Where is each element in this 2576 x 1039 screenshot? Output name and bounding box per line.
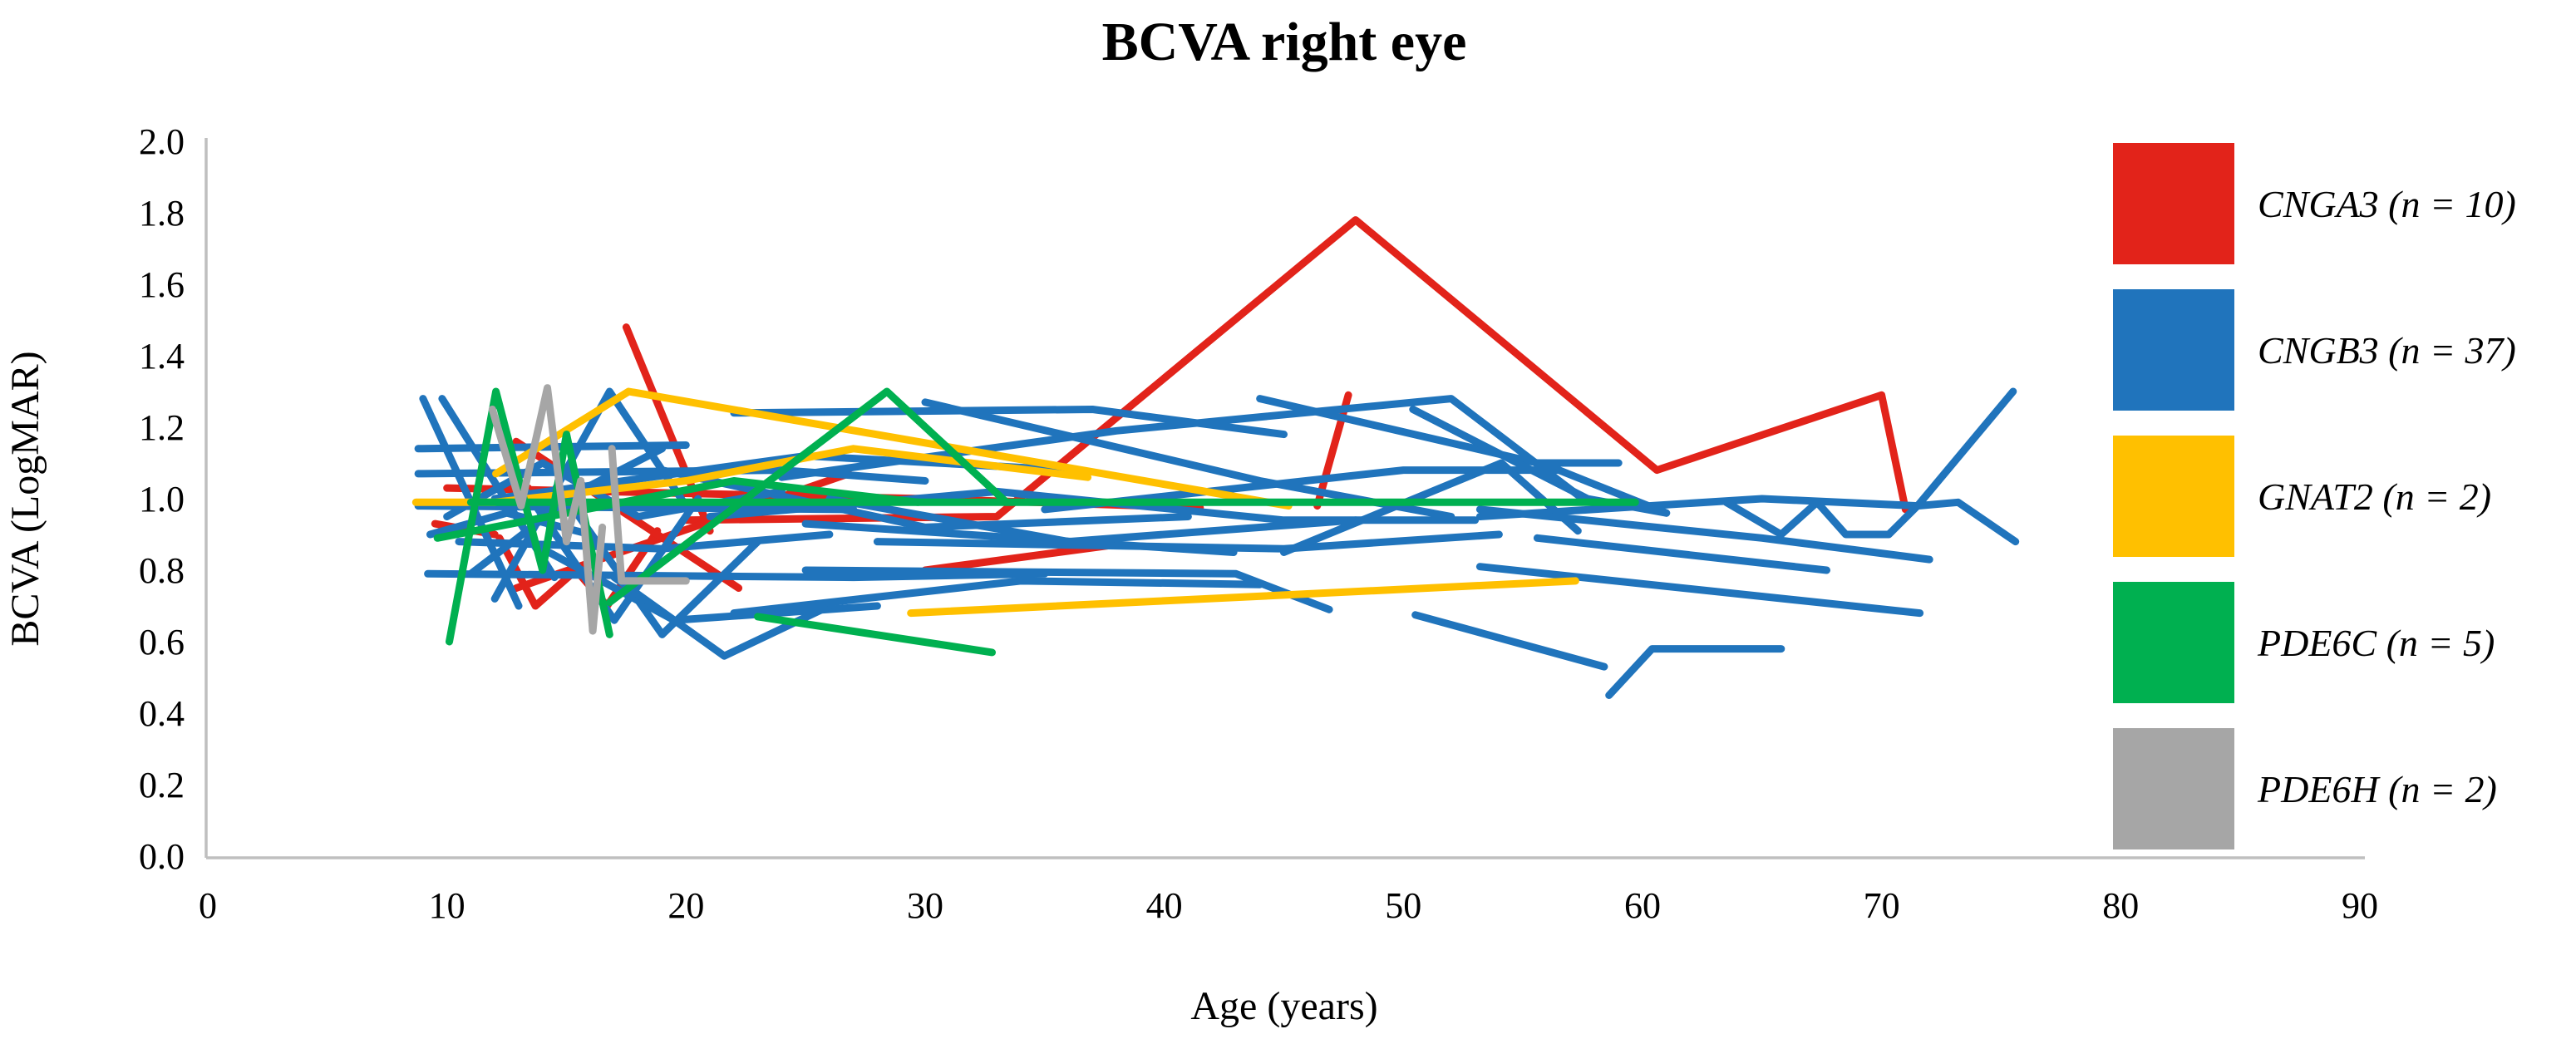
x-tick-label: 30 [907,885,943,926]
legend-item-pde6h: PDE6H (n = 2) [2113,728,2497,849]
patient-line-cngb3 [825,495,1360,546]
legend-swatch-cngb3 [2113,289,2234,411]
patient-line-pde6c [433,477,922,542]
y-tick-label: 1.4 [139,336,185,377]
patient-line-pde6c [754,613,996,657]
x-tick-label: 20 [667,885,704,926]
x-tick-label: 50 [1385,885,1421,926]
y-tick-label: 2.0 [139,121,185,162]
x-tick-label: 10 [429,885,465,926]
patient-line-pde6h [608,445,690,585]
legend-item-cnga3: CNGA3 (n = 10) [2113,143,2516,264]
patient-line-cngb3 [1475,563,1924,618]
y-tick-label: 0.6 [139,622,185,662]
legend-label-pde6c: PDE6C (n = 5) [2257,622,2495,664]
series-lines [411,216,2020,699]
patient-line-cngb3 [730,406,1288,439]
chart-title: BCVA right eye [1102,12,1467,72]
y-tick-label: 0.2 [139,765,185,805]
patient-line-cngb3 [1256,395,1623,467]
x-tick-label: 90 [2342,885,2378,926]
patient-line-cngb3 [1475,387,2017,520]
patient-line-pde6c [605,387,1011,607]
patient-line-cnga3 [921,541,1116,574]
patient-line-cngb3 [1475,505,1933,564]
legend-label-gnat2: GNAT2 (n = 2) [2258,475,2491,518]
x-tick-label: 60 [1624,885,1661,926]
x-tick-labels: 0 10 20 30 40 50 60 70 80 90 [199,885,2378,926]
patient-line-cngb3 [1605,645,1785,699]
legend-item-pde6c: PDE6C (n = 5) [2113,582,2495,703]
y-tick-label: 0.8 [139,550,185,591]
series-cngb3 [414,387,2020,699]
x-tick-label: 70 [1864,885,1900,926]
patient-line-cnga3 [512,470,853,592]
y-tick-label: 1.8 [139,193,185,234]
x-axis-title: Age (years) [1190,984,1377,1028]
x-tick-label: 80 [2102,885,2139,926]
patient-line-cngb3 [730,577,1264,618]
x-tick-label: 0 [199,885,217,926]
legend-swatch-gnat2 [2113,436,2234,557]
y-tick-label: 1.2 [139,407,185,448]
y-tick-label: 0.0 [139,836,185,877]
series-pde6h [488,384,690,635]
patient-line-cnga3 [1313,391,1352,510]
y-tick-labels: 0.0 0.2 0.4 0.6 0.8 1.0 1.2 1.4 1.6 1.8 2.0 [139,121,185,877]
y-tick-label: 0.4 [139,693,185,734]
series-pde6c [433,387,1639,657]
y-axis-title: BCVA (LogMAR) [3,351,47,646]
x-tick-label: 40 [1146,885,1183,926]
legend-label-cngb3: CNGB3 (n = 37) [2258,329,2516,372]
legend-item-cngb3: CNGB3 (n = 37) [2113,289,2516,411]
patient-line-cngb3 [1533,534,1830,574]
y-tick-label: 1.6 [139,264,185,305]
legend-swatch-pde6c [2113,582,2234,703]
legend-label-pde6h: PDE6H (n = 2) [2257,768,2497,810]
patient-line-gnat2 [907,577,1579,618]
patient-line-gnat2 [492,387,1293,510]
y-tick-label: 1.0 [139,479,185,520]
legend-swatch-pde6h [2113,728,2234,849]
legend-item-gnat2: GNAT2 (n = 2) [2113,436,2491,557]
patient-line-cngb3 [1411,611,1608,671]
legend: CNGA3 (n = 10) CNGB3 (n = 37) GNAT2 (n = 2… [2113,143,2516,849]
patient-line-cngb3 [658,466,1192,531]
legend-swatch-cnga3 [2113,143,2234,264]
patient-line-cngb3 [1722,498,2020,546]
patient-line-pde6h [488,384,607,635]
legend-label-cnga3: CNGA3 (n = 10) [2258,183,2516,225]
